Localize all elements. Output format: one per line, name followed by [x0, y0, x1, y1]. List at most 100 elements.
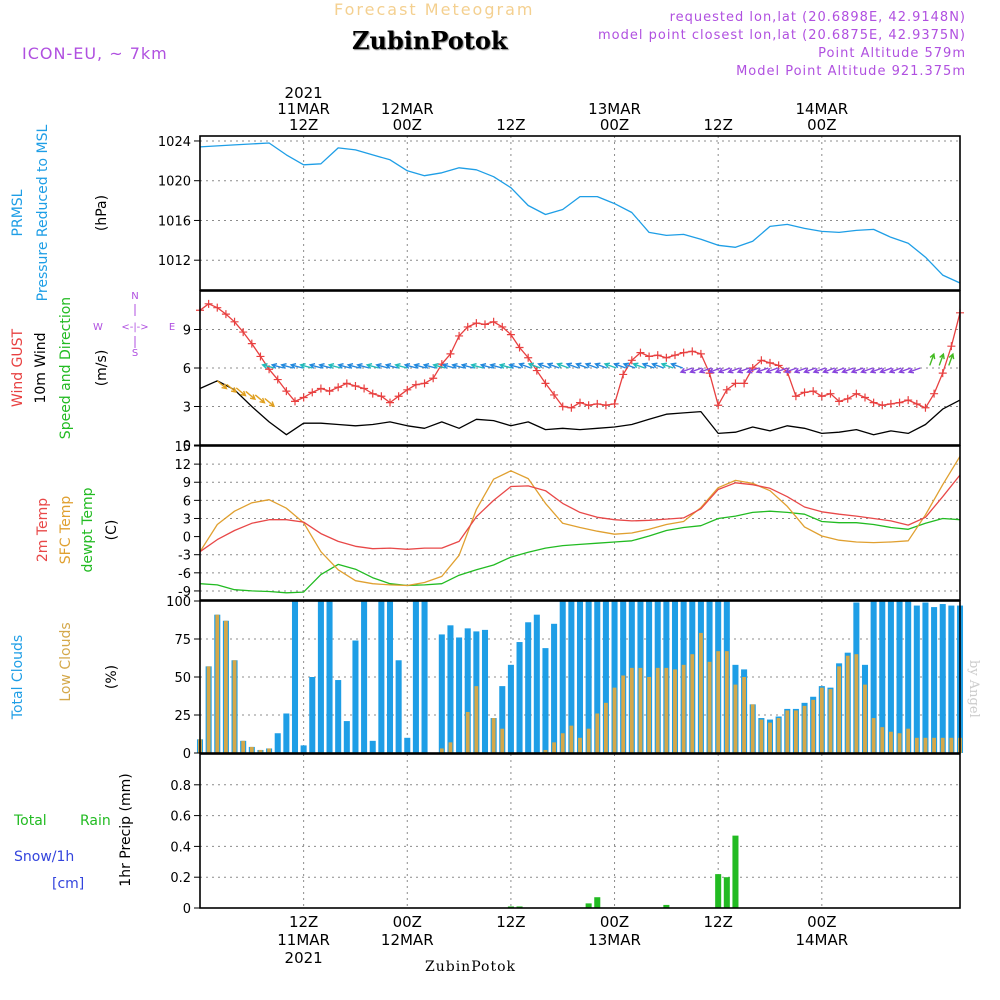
gust-point	[826, 389, 835, 398]
gust-point	[256, 352, 265, 361]
temp-ytick-label: 9	[183, 476, 191, 491]
gust-point	[869, 398, 878, 407]
gust-point	[541, 379, 550, 388]
top-time-label: 11MAR	[277, 100, 330, 118]
gust-point	[740, 379, 749, 388]
low-cloud-bar	[811, 699, 816, 753]
low-cloud-bar	[733, 684, 738, 753]
chart-title: Forecast Meteogram	[334, 0, 535, 19]
gust-point	[558, 402, 567, 411]
gust-point	[567, 403, 576, 412]
total-cloud-bar	[870, 601, 877, 753]
total-cloud-bar	[481, 629, 489, 753]
wind-unit: (m/s)	[94, 350, 110, 387]
gust-point	[714, 401, 723, 410]
gust-point	[550, 390, 559, 399]
low-cloud-bar	[906, 728, 911, 753]
gust-point	[403, 385, 412, 394]
low-cloud-bar	[552, 742, 556, 753]
wind-direction-arrow	[575, 362, 589, 369]
gust-point	[498, 322, 507, 331]
total-cloud-bar	[274, 733, 281, 753]
clouds-ytick-label: 100	[166, 595, 191, 610]
gust-point	[351, 381, 360, 390]
gust-point	[221, 310, 230, 319]
point-altitude: Point Altitude 579m	[818, 46, 966, 61]
wind-direction-arrow	[308, 363, 322, 369]
low-cloud-bar	[768, 722, 772, 753]
low-cloud-bar	[785, 710, 790, 753]
wind-direction-arrow	[850, 367, 864, 374]
wind-direction-arrow	[264, 397, 276, 408]
total-cloud-bar	[309, 677, 316, 753]
gust-point	[515, 343, 524, 352]
gust-point	[506, 330, 515, 339]
total-cloud-bar	[568, 601, 575, 753]
temp-ytick-label: 3	[183, 512, 191, 527]
wind-direction-arrow	[546, 362, 560, 369]
gust-point	[463, 322, 472, 331]
wind-label: 10m Wind	[33, 332, 49, 403]
bottom-time-label: 00Z	[807, 913, 836, 931]
wind-direction-arrow	[226, 383, 238, 394]
sfc-temp-label: SFC Temp	[58, 496, 74, 565]
low-cloud-bar	[871, 718, 876, 753]
low-cloud-bar	[759, 719, 764, 753]
wind-direction-arrow	[470, 363, 484, 369]
total-cloud-bar	[421, 601, 428, 753]
bottom-time-label: 14MAR	[795, 931, 848, 949]
total-cloud-bar	[317, 601, 324, 753]
wind-direction-arrow	[280, 363, 294, 369]
gust-point	[912, 399, 921, 408]
wind-direction-arrow	[603, 362, 617, 369]
wind-direction-arrow	[337, 363, 351, 369]
wind-direction-arrow	[565, 362, 579, 369]
wind-direction-arrow	[384, 363, 398, 369]
low-cloud-bar	[638, 667, 643, 753]
wind-direction-arrow	[584, 362, 598, 369]
wind-direction-arrow	[216, 380, 228, 390]
precip-total-label: Total	[13, 813, 47, 829]
total-cloud-bar	[896, 601, 903, 753]
wind-direction-arrow	[432, 363, 446, 369]
total-cloud-bar	[931, 607, 938, 753]
precip-unit: 1hr Precip (mm)	[118, 773, 134, 886]
low-cloud-bar	[845, 655, 850, 753]
gust-point	[800, 388, 809, 397]
wind-direction-arrow	[651, 362, 665, 369]
total-cloud-bar	[395, 660, 402, 753]
low-cloud-bar	[742, 677, 746, 753]
wind-direction-arrow	[318, 363, 332, 369]
gust-point	[481, 320, 489, 329]
total-cloud-bar	[948, 605, 955, 753]
pressure-line	[199, 142, 961, 284]
wind-direction-arrow	[235, 387, 247, 397]
wind-direction-arrow	[938, 352, 945, 366]
gust-point	[645, 352, 654, 361]
wind-direction-arrow	[613, 362, 627, 369]
rain-bar	[663, 904, 670, 908]
low-cloud-bar	[258, 749, 263, 753]
low-cloud-bar	[595, 713, 600, 753]
rain-bar	[594, 897, 601, 908]
total-cloud-bar	[300, 745, 307, 753]
precip-ytick-label: 0	[183, 902, 191, 917]
wind-ytick-label: 0	[183, 439, 191, 454]
total-cloud-bar	[352, 640, 359, 753]
gust-point	[325, 387, 334, 396]
wind-direction-arrow	[948, 352, 955, 366]
low-cloud-bar	[474, 686, 479, 753]
gust-point	[532, 366, 541, 375]
compass-e: E	[169, 322, 175, 333]
gust-point	[299, 393, 308, 402]
wind-direction-arrow	[365, 363, 379, 369]
wind-direction-arrow	[888, 367, 902, 374]
total-cloud-bar	[361, 601, 368, 753]
low-cloud-bar	[673, 669, 677, 753]
low-cloud-bar	[621, 675, 626, 753]
total-cloud-bar	[369, 740, 376, 753]
temp-ytick-label: 12	[174, 458, 191, 473]
gust-point	[921, 403, 930, 412]
wind-direction-arrow	[708, 367, 722, 374]
total-clouds-label: Total Clouds	[10, 635, 26, 720]
